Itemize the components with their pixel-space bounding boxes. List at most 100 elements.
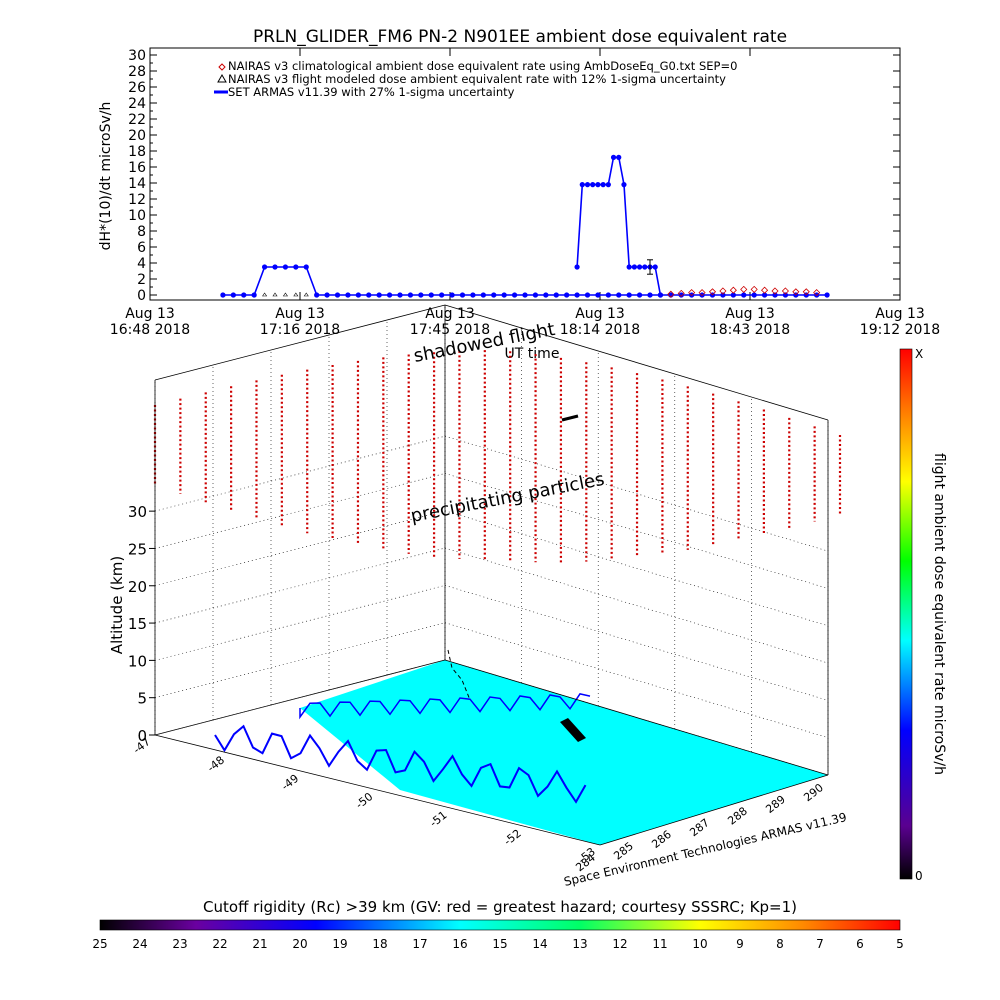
- rigidity-tick-label: 6: [856, 937, 864, 951]
- armas-point: [689, 292, 695, 298]
- rigidity-tick-label: 21: [252, 937, 267, 951]
- box-edge: [154, 734, 601, 846]
- y-axis-label: dH*(10)/dt microSv/h: [98, 102, 114, 251]
- x-tick-date: Aug 13: [125, 306, 175, 322]
- y-tick-label: 4: [137, 256, 146, 272]
- armas-point: [621, 182, 627, 188]
- armas-point: [626, 292, 632, 298]
- lat-tick-label: -48: [205, 753, 227, 774]
- lon-tick-label: 289: [763, 793, 788, 816]
- rigidity-tick-label: 8: [776, 937, 784, 951]
- z-axis-label: Altitude (km): [108, 556, 126, 654]
- coastline: [299, 693, 591, 720]
- armas-point: [751, 292, 757, 298]
- armas-point: [241, 292, 247, 298]
- z-tick-label: 0: [137, 727, 147, 745]
- rigidity-tick-label: 17: [412, 937, 427, 951]
- armas-point: [730, 292, 736, 298]
- armas-point: [574, 264, 580, 270]
- left-wall-gridline: [154, 547, 446, 624]
- legend-item-flight-modeled: NAIRAS v3 flight modeled dose ambient eq…: [228, 72, 726, 86]
- armas-point: [334, 292, 341, 298]
- y-tick-label: 12: [128, 192, 146, 208]
- armas-point: [761, 292, 768, 298]
- x-tick-time: 17:45 2018: [410, 322, 490, 338]
- armas-point: [579, 182, 585, 188]
- rigidity-tick-label: 18: [372, 937, 387, 951]
- x-tick-time: 19:12 2018: [860, 322, 940, 338]
- armas-point: [439, 292, 445, 298]
- armas-point: [595, 182, 601, 188]
- y-tick-label: 0: [137, 288, 146, 304]
- armas-point: [230, 292, 236, 298]
- y-tick-label: 2: [137, 272, 146, 288]
- lon-tick-label: 290: [801, 781, 826, 804]
- armas-point: [772, 292, 778, 298]
- legend-marker-climatological: [218, 63, 226, 71]
- climatological-point: [781, 287, 789, 295]
- legend: NAIRAS v3 climatological ambient dose eq…: [228, 59, 737, 99]
- y-tick-label: 22: [128, 112, 146, 128]
- climatological-point: [667, 290, 675, 298]
- climatological-point: [750, 285, 758, 293]
- armas-point: [470, 292, 476, 298]
- y-tick-label: 6: [137, 240, 146, 256]
- climatological-point: [708, 288, 717, 296]
- rigidity-tick-label: 7: [816, 937, 824, 951]
- vertical-colorbar: [899, 348, 913, 880]
- x-tick-date: Aug 13: [875, 306, 925, 322]
- armas-point: [699, 292, 705, 298]
- climatological-point: [813, 289, 821, 297]
- armas-point: [532, 292, 539, 298]
- climatological-point: [677, 289, 685, 297]
- lat-tick-label: -52: [502, 827, 524, 848]
- lat-tick-label: -50: [353, 790, 375, 811]
- armas-point: [610, 154, 617, 160]
- armas-point: [522, 292, 528, 298]
- z-tick-label: 15: [128, 615, 147, 633]
- terrain-surface: [300, 660, 828, 845]
- y-tick-label: 24: [128, 96, 146, 112]
- x-tick-date: Aug 13: [275, 306, 325, 322]
- box-edge: [154, 659, 446, 736]
- rigidity-tick-label: 5: [896, 937, 904, 951]
- left-wall-gridline: [154, 510, 446, 587]
- armas-point: [428, 292, 434, 298]
- armas-point: [616, 292, 622, 298]
- x-tick-time: 18:14 2018: [560, 322, 640, 338]
- armas-point: [251, 292, 257, 298]
- y-tick-label: 16: [128, 160, 146, 176]
- rigidity-tick-label: 23: [172, 937, 187, 951]
- flight-path: [447, 649, 471, 701]
- y-tick-label: 10: [128, 208, 146, 224]
- y-tick-label: 14: [128, 176, 146, 192]
- rigidity-tick-label: 19: [332, 937, 347, 951]
- armas-point: [449, 292, 455, 298]
- lon-tick-label: 287: [687, 816, 712, 839]
- armas-point: [303, 264, 309, 270]
- armas-point: [355, 292, 361, 298]
- modeled-point: [272, 292, 278, 297]
- x-axis-label: UT time: [505, 346, 560, 362]
- armas-point: [584, 182, 591, 188]
- armas-point: [293, 264, 299, 270]
- modeled-point: [293, 292, 299, 297]
- box-edge: [599, 774, 829, 846]
- coastline: [214, 724, 587, 804]
- rigidity-tick-label: 15: [492, 937, 507, 951]
- lat-tick-label: -51: [427, 808, 449, 829]
- armas-point: [261, 264, 268, 270]
- rigidity-tick-label: 20: [292, 937, 307, 951]
- armas-point: [407, 292, 414, 298]
- armas-point: [636, 264, 643, 270]
- armas-point: [386, 292, 393, 298]
- back-wall-gridline: [444, 547, 829, 664]
- rigidity-tick-label: 10: [692, 937, 707, 951]
- armas-point: [636, 292, 643, 298]
- armas-point: [314, 292, 320, 298]
- climatological-point: [688, 289, 696, 297]
- armas-point: [824, 292, 830, 298]
- armas-point: [491, 292, 497, 298]
